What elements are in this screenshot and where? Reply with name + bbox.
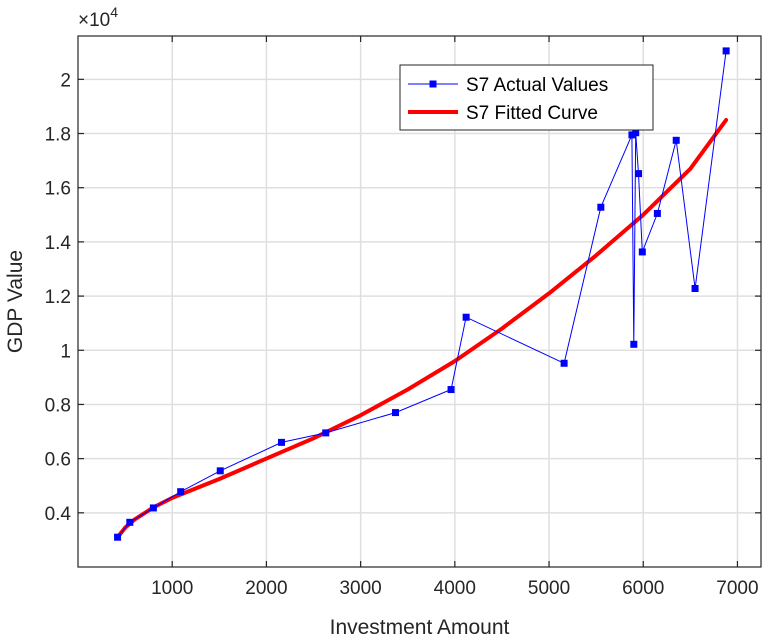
y-exponent-label: ×104 [78, 4, 118, 31]
y-tick-label: 1.4 [45, 233, 72, 254]
y-tick-label: 0.6 [45, 450, 71, 471]
actual-value-point [114, 533, 122, 541]
actual-value-point [322, 429, 330, 437]
x-tick-label: 7000 [716, 578, 758, 599]
actual-value-point [653, 209, 661, 217]
y-tick-label: 1 [60, 341, 71, 362]
y-exponent-power: 4 [110, 4, 118, 20]
legend-label-fitted: S7 Fitted Curve [466, 103, 598, 124]
y-tick-label: 0.8 [45, 395, 71, 416]
y-axis-label: GDP Value [4, 250, 27, 353]
x-tick-label: 6000 [622, 578, 664, 599]
actual-value-point [672, 136, 680, 144]
y-tick-label: 0.4 [45, 504, 72, 525]
actual-value-point [391, 409, 399, 417]
actual-value-point [177, 488, 185, 496]
x-tick-label: 5000 [528, 578, 570, 599]
actual-value-point [628, 131, 636, 139]
actual-value-point [277, 438, 285, 446]
actual-values-layer [114, 47, 730, 541]
actual-value-point [722, 47, 730, 55]
x-tick-label: 4000 [434, 578, 476, 599]
actual-value-point [632, 129, 640, 137]
y-tick-label: 2 [60, 70, 71, 91]
y-tick-label: 1.8 [45, 125, 71, 146]
plot-frame [77, 35, 762, 568]
actual-value-point [126, 518, 134, 526]
y-tick-label: 1.6 [45, 179, 71, 200]
x-axis-label: Investment Amount [330, 616, 510, 639]
legend-swatch-actual-marker [429, 80, 437, 88]
legend-box [399, 64, 654, 131]
actual-value-point [216, 467, 224, 475]
legend: S7 Actual Values S7 Fitted Curve [399, 64, 654, 131]
actual-value-point [638, 248, 646, 256]
actual-value-point [635, 170, 643, 178]
actual-value-point [462, 313, 470, 321]
actual-value-point [630, 340, 638, 348]
x-tick-label: 2000 [245, 578, 287, 599]
actual-value-point [597, 203, 605, 211]
y-exponent-base: ×10 [78, 10, 110, 31]
ticks: 1000 2000 3000 4000 5000 6000 7000 0.4 0.6 0.8 1 1.… [45, 36, 761, 599]
y-tick-label: 1.2 [45, 287, 71, 308]
legend-label-actual: S7 Actual Values [466, 75, 608, 96]
x-tick-label: 3000 [339, 578, 381, 599]
actual-value-point [447, 386, 455, 394]
actual-value-point [149, 504, 157, 512]
actual-value-point [560, 359, 568, 367]
x-tick-label: 1000 [151, 578, 193, 599]
actual-value-point [691, 284, 699, 292]
